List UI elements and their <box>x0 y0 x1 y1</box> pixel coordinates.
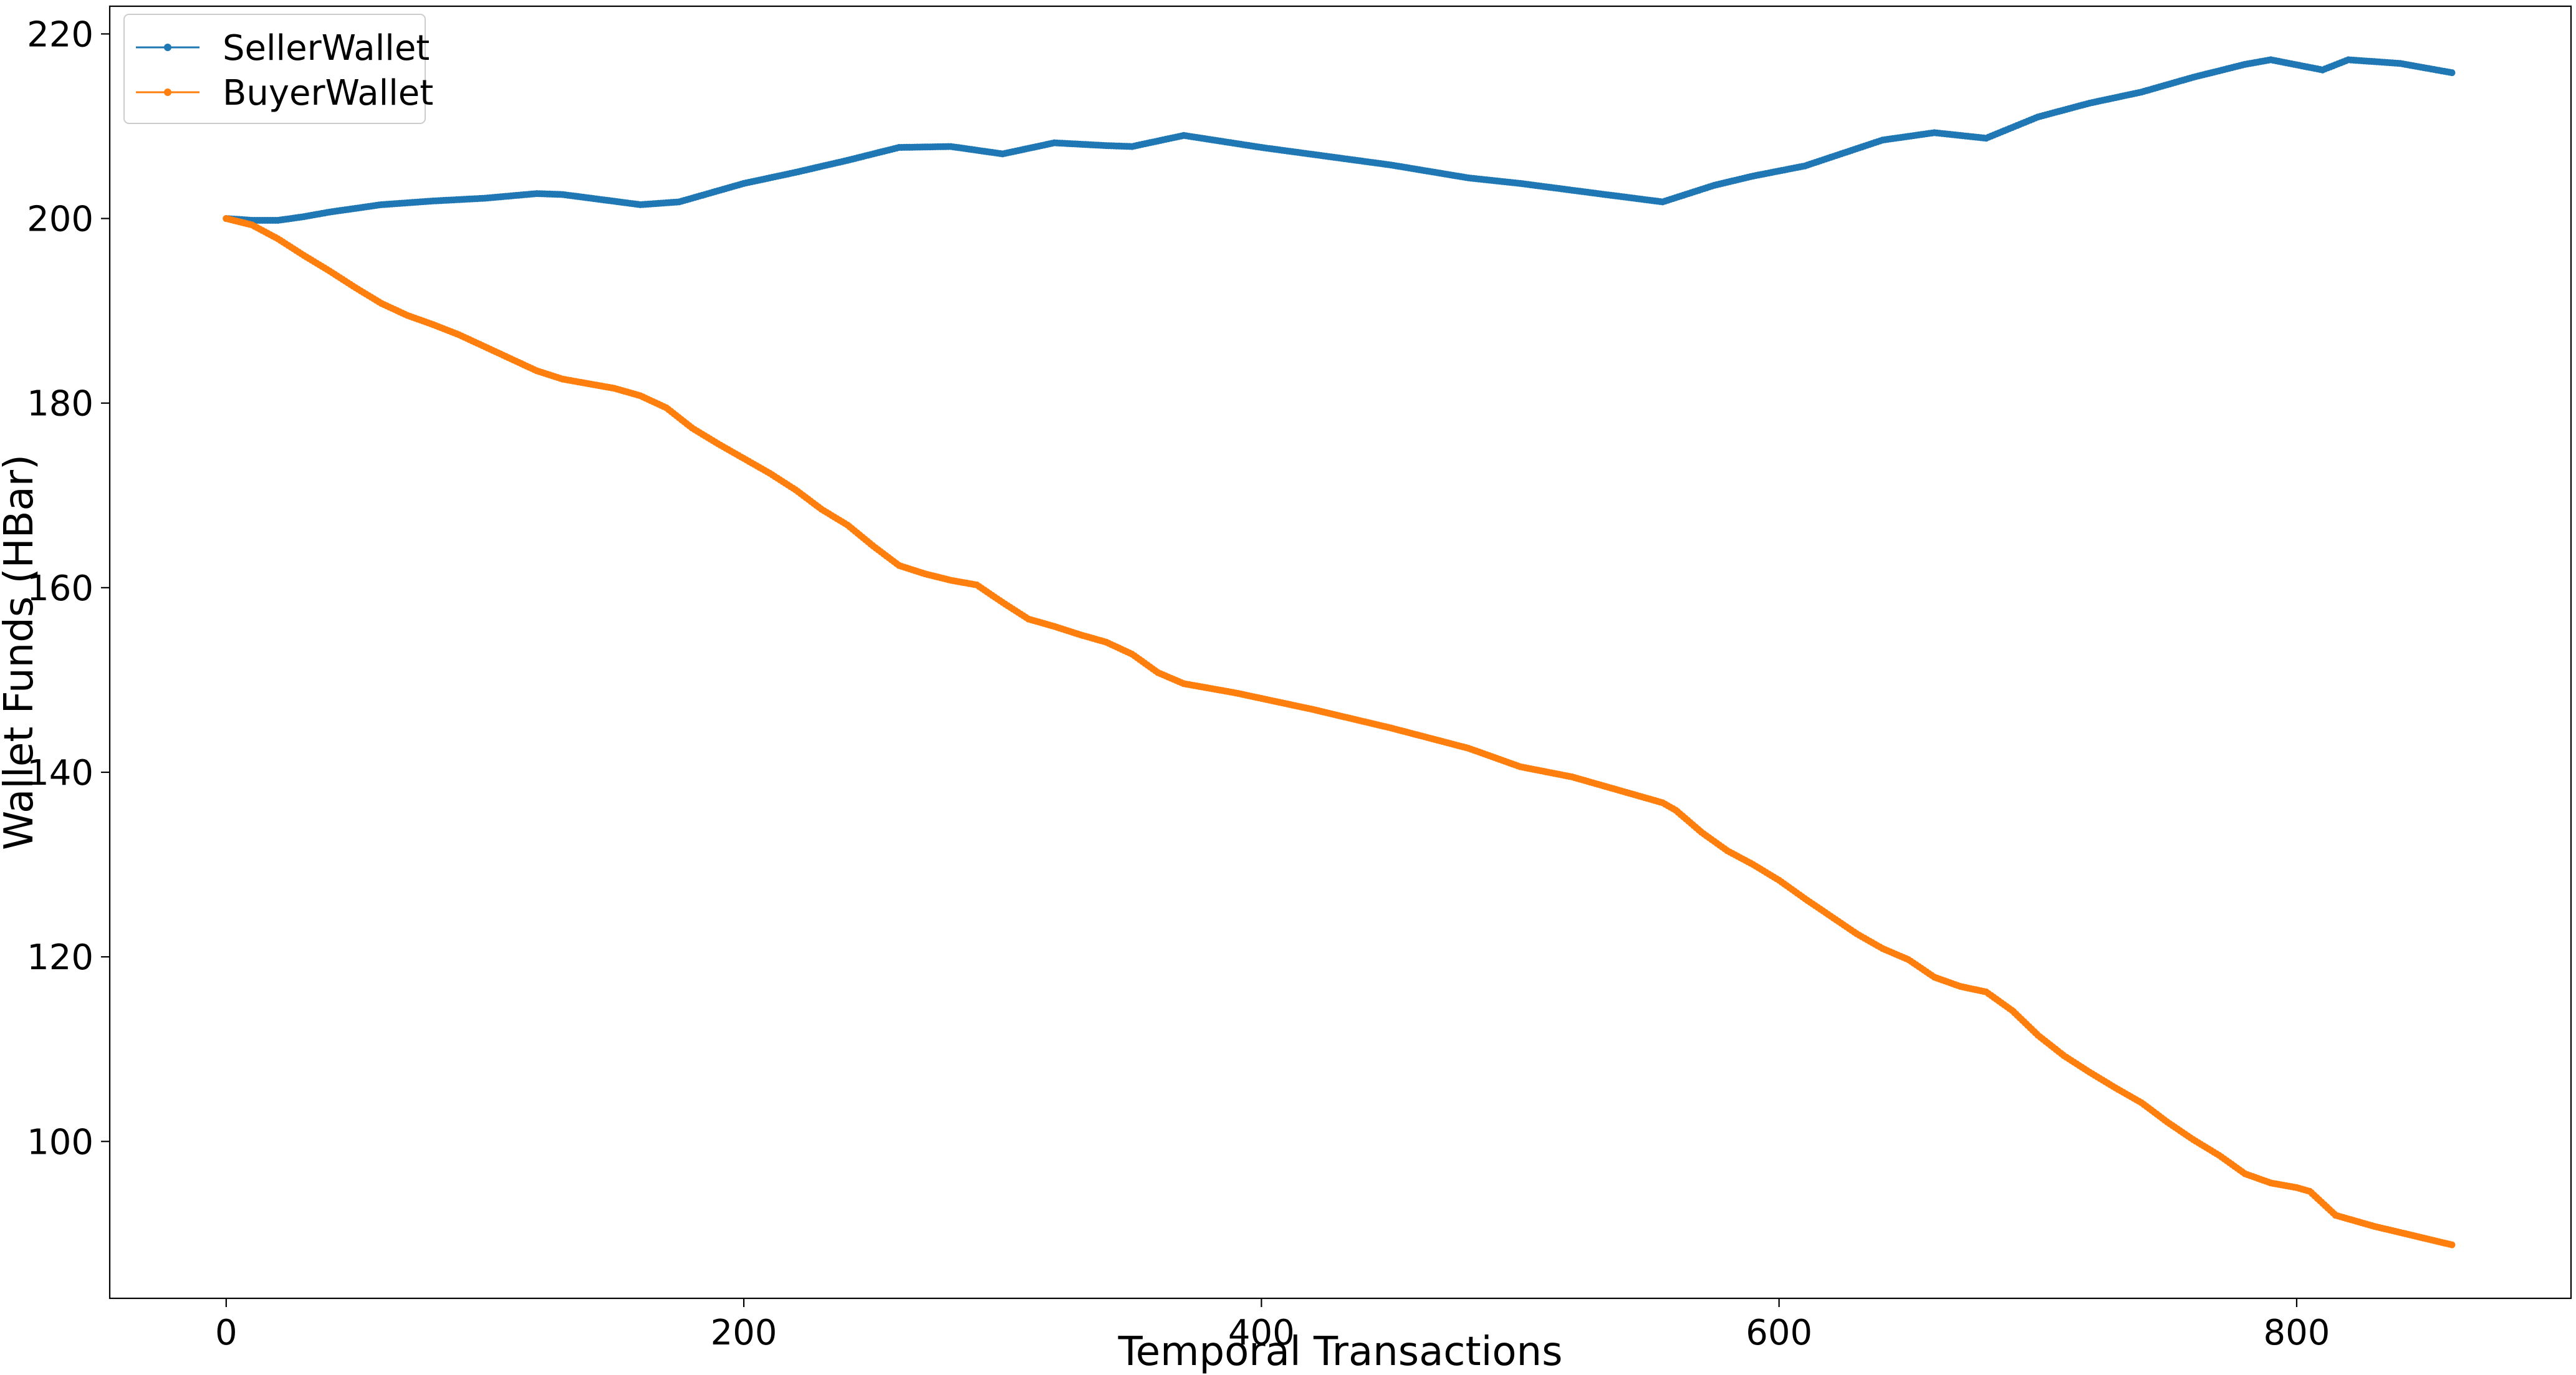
x-axis-ticks: 0 200 400 600 800 <box>215 1298 2330 1353</box>
series-buyer-wallet <box>223 215 2456 1248</box>
plot-area-frame <box>108 5 2572 1300</box>
y-tick-label: 120 <box>27 937 94 978</box>
y-tick-label: 180 <box>27 384 94 424</box>
x-axis-label: Temporal Transactions <box>1118 1329 1563 1375</box>
y-tick-label: 160 <box>27 568 94 609</box>
x-tick-label: 0 <box>215 1313 238 1353</box>
series-layer <box>223 56 2456 1248</box>
x-tick-label: 800 <box>2264 1313 2330 1353</box>
y-tick-label: 100 <box>27 1122 94 1162</box>
y-tick-label: 200 <box>27 199 94 240</box>
data-point <box>2448 1241 2456 1248</box>
y-axis-label: Wallet Funds (HBar) <box>0 454 42 850</box>
legend-label-seller-wallet: SellerWallet <box>223 28 430 69</box>
y-tick-label: 220 <box>27 14 94 55</box>
legend-label-buyer-wallet: BuyerWallet <box>223 73 433 113</box>
data-point <box>2448 69 2456 77</box>
x-tick-label: 400 <box>1228 1313 1295 1353</box>
legend-marker-buyer-wallet <box>164 89 171 96</box>
y-axis-ticks: 100 120 140 160 180 200 220 <box>27 14 110 1162</box>
x-tick-label: 200 <box>711 1313 777 1353</box>
x-tick-label: 600 <box>1746 1313 1812 1353</box>
legend: SellerWallet BuyerWallet <box>123 14 433 124</box>
y-tick-label: 140 <box>27 753 94 793</box>
legend-marker-seller-wallet <box>164 44 171 51</box>
series-seller-wallet <box>223 56 2456 224</box>
legend-box <box>123 14 426 124</box>
